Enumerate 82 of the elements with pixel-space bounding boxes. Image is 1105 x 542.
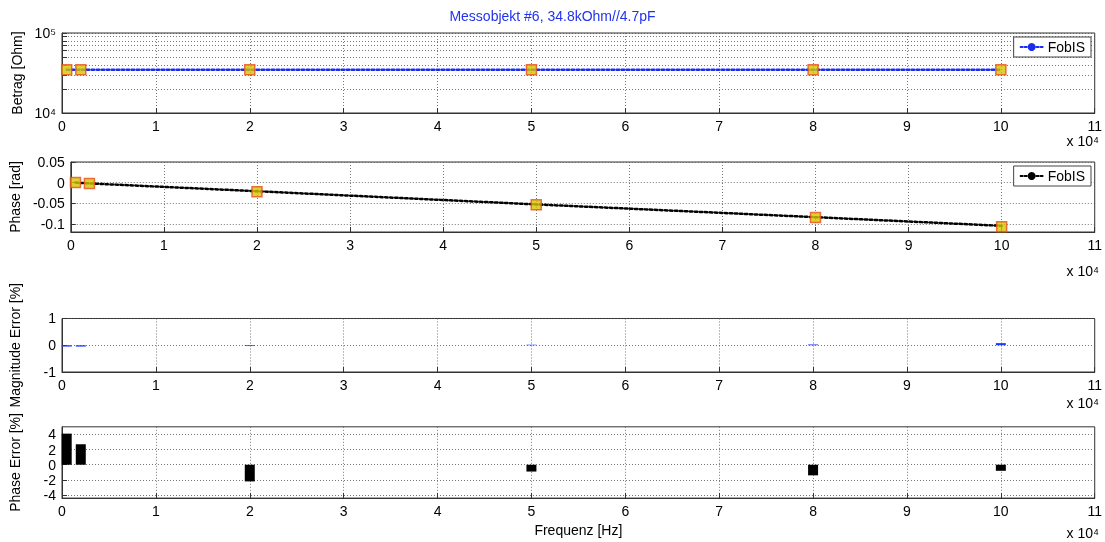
x-tick-label: 6: [621, 503, 630, 520]
x-tick-label: 3: [339, 118, 348, 134]
x-tick-label: 5: [527, 503, 536, 520]
bar: [75, 444, 86, 465]
text: x 10⁴: [1066, 395, 1100, 411]
x-tick-label: 7: [715, 503, 724, 520]
point: [995, 220, 1008, 233]
point: [83, 177, 96, 190]
y-tick-label: -0.1: [40, 215, 66, 232]
y-tick-label: 1: [48, 310, 57, 327]
x-tick-label: 6: [621, 377, 630, 393]
bar: [526, 464, 537, 472]
y-tick-label: 0: [57, 174, 66, 191]
y-axis-title: Phase [rad]: [7, 161, 23, 233]
y-tick-label: 10⁵: [34, 25, 56, 41]
x-tick-label: 10: [993, 118, 1009, 134]
point: [251, 185, 263, 198]
x-tick-label: 4: [439, 237, 448, 253]
x-axis-title: Frequenz [Hz]: [534, 522, 623, 538]
y-tick-label: 4: [48, 426, 57, 443]
y-tick-label: -2: [43, 471, 57, 488]
x-tick-label: 8: [809, 118, 818, 134]
x-tick-label: 2: [245, 377, 254, 393]
y-tick-label: 0.05: [37, 154, 66, 170]
x-tick-label: 2: [245, 503, 254, 520]
y-axis-title: Phase Error [%]: [7, 413, 23, 512]
y-axis-title: Betrag [Ohm]: [8, 31, 25, 115]
x-tick-label: 11: [1087, 237, 1103, 253]
x-tick-label: 9: [904, 237, 913, 253]
x-tick-label: 5: [527, 377, 536, 393]
x-tick-label: 11: [1087, 377, 1103, 393]
x-tick-label: 4: [433, 118, 442, 134]
x-tick-label: 2: [253, 237, 262, 253]
y-tick-label: -0.05: [32, 195, 66, 212]
x-tick-label: 1: [151, 377, 160, 393]
text: x 10⁴: [1066, 133, 1100, 149]
x-tick-label: 4: [433, 503, 442, 520]
x-tick-label: 5: [527, 118, 536, 134]
x-tick-label: 3: [346, 237, 355, 253]
text: x 10⁴: [1066, 525, 1100, 541]
x-tick-label: 8: [809, 503, 818, 520]
x-tick-label: 9: [903, 377, 912, 393]
y-tick-label: -4: [43, 487, 57, 504]
bar: [995, 464, 1006, 471]
x-tick-label: 7: [715, 118, 724, 134]
bar: [808, 464, 819, 476]
x-tick-label: 1: [160, 237, 168, 253]
x-tick-label: 9: [903, 118, 912, 134]
x-tick-label: 3: [339, 503, 348, 520]
y-tick-label: 0: [48, 337, 57, 354]
x-tick-label: 4: [433, 377, 442, 393]
bar: [61, 433, 72, 465]
x-tick-label: 7: [718, 237, 727, 253]
point: [809, 211, 822, 224]
x-tick-label: 10: [993, 237, 1010, 253]
y-tick-label: -1: [43, 364, 57, 380]
legend-label: FobIS: [1047, 39, 1086, 55]
x-tick-label: 11: [1087, 503, 1103, 520]
y-tick-label: 0: [48, 456, 57, 473]
point: [69, 176, 82, 189]
y-tick-label: 2: [48, 441, 57, 458]
x-tick-label: 10: [993, 377, 1009, 393]
x-tick-label: 8: [811, 237, 820, 253]
x-tick-label: 8: [809, 377, 818, 393]
x-tick-label: 1: [151, 503, 160, 520]
x-tick-label: 1: [151, 118, 160, 134]
x-tick-label: 7: [715, 377, 724, 393]
x-tick-label: 2: [245, 118, 254, 134]
x-tick-label: 3: [339, 377, 348, 393]
chart-title: Messobjekt #6, 34.8kOhm//4.7pF: [449, 8, 656, 24]
point: [530, 199, 542, 211]
x-tick-label: 6: [625, 237, 634, 253]
x-tick-label: 9: [903, 503, 912, 520]
text: x 10⁴: [1066, 263, 1100, 279]
y-tick-label: 10⁴: [34, 105, 56, 121]
x-tick-label: 11: [1087, 118, 1103, 134]
bar: [244, 464, 255, 482]
x-tick-label: 5: [532, 237, 541, 253]
x-tick-label: 6: [621, 118, 630, 134]
legend-label: FobIS: [1047, 168, 1086, 184]
y-axis-title: Magnitude Error [%]: [7, 283, 23, 408]
x-tick-label: 10: [993, 503, 1009, 520]
